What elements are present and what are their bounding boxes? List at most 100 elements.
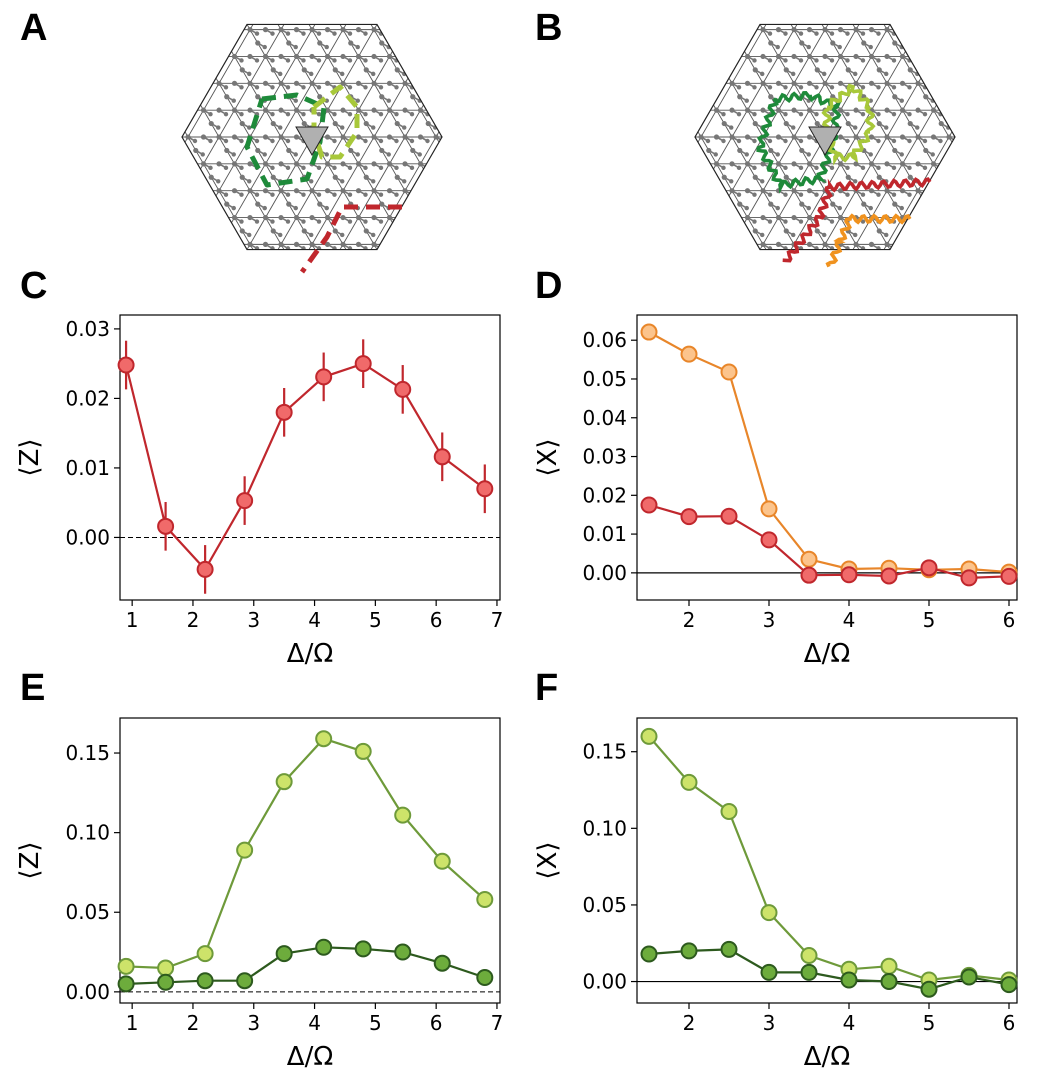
lattice-edge	[747, 24, 949, 250]
atom-bond	[878, 69, 887, 75]
atom-bond	[265, 109, 273, 115]
atom-bond	[249, 82, 258, 89]
atom-bond	[241, 230, 250, 236]
atom-bond	[832, 42, 841, 48]
atom-bond	[731, 82, 740, 89]
atom-bond	[840, 55, 848, 62]
data-point	[720, 363, 738, 381]
atom-bond	[886, 28, 895, 35]
atom-bond	[917, 136, 926, 142]
x-tick-label: 2	[187, 608, 200, 632]
atom-bond	[319, 203, 328, 209]
atom-bond	[234, 163, 242, 169]
x-tick-label: 2	[187, 1011, 200, 1035]
data-point	[760, 500, 778, 518]
atom-bond	[754, 230, 763, 236]
atom-bond	[296, 189, 304, 196]
atom-bond	[389, 189, 397, 196]
data-point	[880, 973, 898, 991]
atom-bond	[809, 55, 817, 62]
atom-bond	[412, 149, 421, 156]
atom-bond	[809, 189, 817, 196]
atom-bond	[886, 189, 895, 196]
atom-bond	[778, 216, 786, 223]
atom-bond	[747, 136, 755, 142]
atom-bond	[801, 42, 810, 48]
atom-bond	[226, 149, 235, 156]
atom-bond	[280, 163, 289, 169]
atom-bond	[280, 216, 289, 223]
series-light-green	[640, 727, 1018, 989]
data-point	[800, 947, 818, 964]
atom-bond	[389, 109, 397, 115]
atom-bond	[847, 69, 856, 75]
atom	[409, 192, 415, 197]
data-point	[315, 730, 333, 748]
panel-label-a: A	[20, 7, 47, 49]
hexagon-boundary	[694, 23, 956, 251]
atom-bond	[894, 149, 903, 156]
atom-bond	[840, 189, 848, 196]
atom-bond	[412, 96, 421, 102]
atom-bond	[358, 163, 366, 169]
y-tick-label: 0.01	[582, 522, 627, 546]
data-point	[760, 963, 778, 981]
atom-bond	[762, 109, 771, 115]
atom-bond	[396, 69, 405, 75]
data-point	[840, 566, 858, 584]
y-tick-label: 0.01	[65, 456, 110, 480]
atom-bond	[886, 163, 895, 169]
atom-bond	[350, 149, 359, 156]
atom-bond	[902, 163, 910, 169]
atom-bond	[257, 42, 266, 48]
data-point	[117, 356, 135, 374]
data-point	[800, 550, 818, 568]
atom-bond	[342, 28, 351, 35]
atom-bond	[280, 189, 289, 196]
panel-label-e: E	[20, 667, 45, 709]
data-point	[680, 773, 698, 791]
x-axis-label: Δ/Ω	[287, 639, 333, 669]
x-tick-label: 4	[308, 608, 321, 632]
atom-bond	[226, 96, 235, 102]
x-tick-label: 7	[491, 1011, 504, 1035]
atom-bond	[878, 230, 887, 236]
atom-bond	[809, 163, 817, 169]
atom-bond	[327, 82, 335, 89]
atom-bond	[404, 136, 413, 142]
x-tick-label: 4	[843, 608, 856, 632]
atom-bond	[793, 55, 802, 62]
data-point	[354, 355, 372, 373]
y-tick-label: 0.10	[65, 821, 110, 845]
y-tick-label: 0.04	[582, 406, 627, 430]
triangle-marker	[808, 126, 842, 157]
atom-bond	[296, 28, 304, 35]
panel-label-f: F	[535, 667, 558, 709]
atom-bond	[334, 176, 343, 182]
data-point	[275, 403, 293, 421]
data-point	[880, 957, 898, 975]
red-string	[782, 177, 932, 263]
data-point	[236, 841, 254, 859]
atom-bond	[902, 82, 910, 89]
red-string	[299, 204, 402, 274]
atom-bond	[754, 69, 763, 75]
atom-bond	[778, 136, 786, 142]
atom-bond	[871, 109, 879, 115]
data-point	[640, 496, 658, 514]
atom-bond	[886, 82, 895, 89]
atom-bond	[940, 122, 949, 129]
atom-bond	[249, 109, 258, 115]
atom	[440, 138, 442, 144]
data-point	[680, 345, 698, 363]
y-tick-label: 0.00	[582, 970, 627, 994]
atom-bond	[249, 243, 258, 250]
atom-bond	[793, 28, 802, 35]
atom-bond	[234, 55, 242, 62]
atom-bond	[917, 82, 926, 89]
chart-c: 1 2 3 4 5 6 7 0.00 0.01 0.02 0.03 Δ/Ω ⟨Z⟩	[15, 314, 503, 669]
data-point	[157, 959, 175, 977]
atom-bond	[716, 136, 724, 142]
atom-bond	[778, 109, 786, 115]
atom-bond	[871, 189, 879, 196]
